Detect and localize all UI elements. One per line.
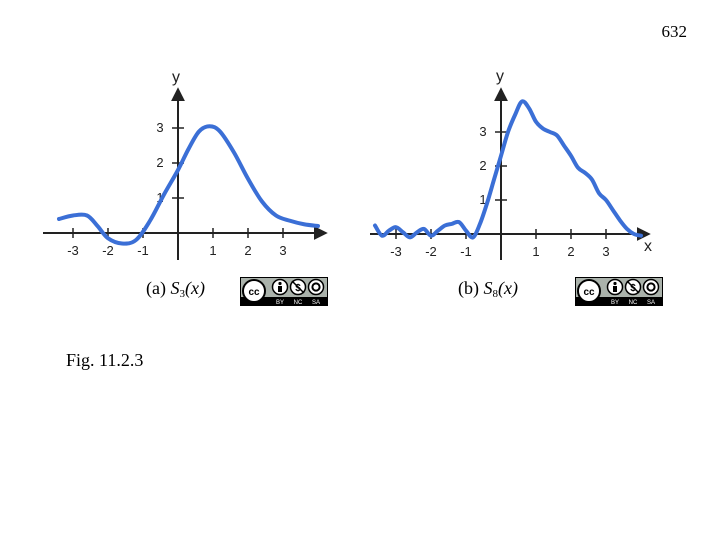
- svg-text:SA: SA: [312, 300, 320, 306]
- page-number: 632: [661, 22, 688, 41]
- x-tick-label: -2: [102, 243, 114, 258]
- function-index: 3: [179, 288, 185, 300]
- svg-text:cc: cc: [248, 287, 260, 298]
- x-tick-label: 1: [532, 244, 539, 259]
- x-tick-label: 3: [602, 244, 609, 259]
- caption-prefix: (b): [458, 278, 479, 298]
- ticks-b: -3 -2 -1 1 2 3 3 2 1: [390, 124, 609, 259]
- function-name: S: [483, 278, 493, 298]
- svg-text:cc: cc: [583, 287, 595, 298]
- y-axis-label: y: [172, 69, 180, 86]
- y-tick-label: 2: [479, 158, 486, 173]
- caption-a: (a) S3(x): [146, 278, 205, 300]
- function-arg: (x): [184, 278, 205, 298]
- x-tick-label: -2: [425, 244, 437, 259]
- y-tick-label: 2: [156, 155, 163, 170]
- y-tick-label: 3: [156, 120, 163, 135]
- figure-label: Fig. 11.2.3: [66, 350, 144, 370]
- function-index: 8: [492, 288, 499, 300]
- cc-icon: [577, 279, 601, 303]
- x-tick-label: -3: [390, 244, 402, 259]
- plot-a: y -3 -2 -1 1 2 3 3 2 1: [35, 60, 335, 270]
- x-tick-label: -3: [67, 243, 79, 258]
- y-axis-label: y: [496, 68, 504, 85]
- series-line: [57, 124, 320, 246]
- y-tick-label: 1: [156, 190, 163, 205]
- x-tick-label: -1: [137, 243, 149, 258]
- cc-by-nc-sa-badge: cc $ BY NC SA: [240, 277, 328, 306]
- x-tick-label: 3: [279, 243, 286, 258]
- plot-b-svg: y x -3 -2 -1 1 2 3 3 2 1: [370, 68, 652, 260]
- caption-prefix: (a): [146, 278, 166, 298]
- cc-icon: [242, 279, 266, 303]
- svg-text:$: $: [295, 283, 301, 294]
- svg-text:SA: SA: [647, 300, 655, 306]
- y-tick-label: 1: [479, 192, 486, 207]
- y-tick-label: 3: [479, 124, 486, 139]
- x-tick-label: 2: [244, 243, 251, 258]
- sa-icon: [642, 278, 660, 296]
- svg-text:NC: NC: [629, 300, 638, 306]
- svg-text:BY: BY: [276, 300, 284, 306]
- function-name: S: [170, 278, 180, 298]
- svg-text:NC: NC: [294, 300, 303, 306]
- svg-text:BY: BY: [611, 300, 619, 306]
- sa-icon: [307, 278, 325, 296]
- plot-a-svg: y -3 -2 -1 1 2 3 3 2 1: [43, 69, 328, 260]
- caption-b: (b) S8(x): [458, 278, 518, 300]
- x-axis-label: x: [644, 238, 652, 255]
- cc-by-nc-sa-badge: cc $ BY NC SA: [575, 277, 663, 306]
- series-line: [373, 99, 643, 240]
- x-tick-label: 1: [209, 243, 216, 258]
- x-tick-label: -1: [460, 244, 472, 259]
- function-arg: (x): [498, 278, 518, 298]
- plot-b: y x -3 -2 -1 1 2 3 3 2 1: [365, 60, 665, 270]
- svg-text:$: $: [630, 283, 636, 294]
- x-tick-label: 2: [567, 244, 574, 259]
